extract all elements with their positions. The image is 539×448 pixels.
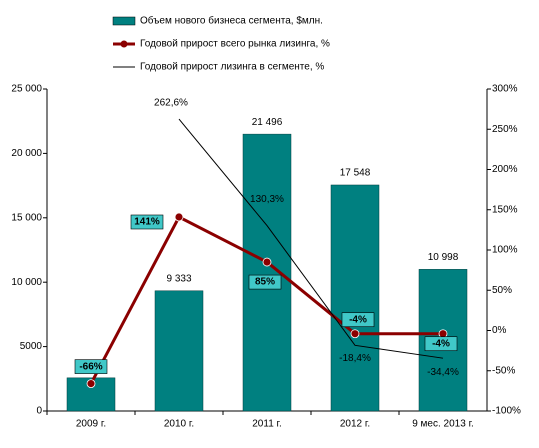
line [178, 118, 444, 359]
y-tick-label: 0 [36, 406, 42, 417]
legend-swatch [112, 16, 136, 26]
line-value-label: 262,6% [154, 98, 188, 109]
y-tick-label: 25 000 [11, 84, 42, 95]
y-tick-label: 5000 [20, 341, 43, 352]
x-tick-label: 2011 г. [252, 419, 282, 430]
legend-label: Объем нового бизнеса сегмента, $млн. [140, 15, 323, 27]
y-tick-label: 10 000 [11, 277, 42, 288]
x-tick-label: 2009 г. [76, 419, 106, 430]
x-tick-label: 9 мес. 2013 г. [412, 419, 474, 430]
line-value-label: -4% [349, 314, 367, 325]
bar-value-label: 9 333 [166, 273, 191, 284]
x-tick-label: 2010 г. [164, 419, 194, 430]
y-tick-label: 15 000 [11, 212, 42, 223]
y2-tick-label: 300% [492, 84, 518, 95]
line-value-label: 130,3% [250, 194, 284, 205]
y2-tick-label: -50% [492, 365, 515, 376]
y2-tick-label: 250% [492, 124, 518, 135]
line-value-label: -66% [79, 361, 102, 372]
bar-value-label: 10 998 [428, 252, 459, 263]
y2-tick-label: -100% [492, 406, 521, 417]
line-marker [174, 212, 184, 222]
line-value-label: -18,4% [339, 353, 371, 364]
legend-label: Годовой прирост лизинга в сегменте, % [140, 62, 324, 73]
y2-tick-label: 50% [492, 285, 512, 296]
legend-label: Годовой прирост всего рынка лизинга, % [140, 39, 330, 50]
legend-marker [120, 40, 128, 48]
line-marker [86, 379, 96, 389]
label-box [74, 359, 108, 374]
label-box [248, 274, 282, 290]
line-value-label: -34,4% [427, 367, 459, 378]
x-tick-label: 2012 г. [340, 419, 370, 430]
line-value-label: -4% [432, 338, 450, 349]
label-box [130, 214, 164, 230]
y2-tick-label: 100% [492, 245, 518, 256]
y2-tick-label: 150% [492, 204, 518, 215]
bar [154, 290, 204, 412]
line-value-label: 85% [255, 277, 275, 288]
bar [242, 133, 292, 412]
bar-value-label: 21 496 [252, 117, 283, 128]
line-marker [262, 257, 272, 267]
y2-tick-label: 200% [492, 164, 518, 175]
label-box [341, 312, 375, 328]
y-tick-label: 20 000 [11, 148, 42, 159]
bar-value-label: 17 548 [340, 168, 371, 179]
y2-tick-label: 0% [492, 325, 507, 336]
line-value-label: 141% [134, 217, 160, 228]
bar [330, 184, 380, 412]
label-box [424, 336, 458, 352]
line-marker [350, 329, 360, 339]
